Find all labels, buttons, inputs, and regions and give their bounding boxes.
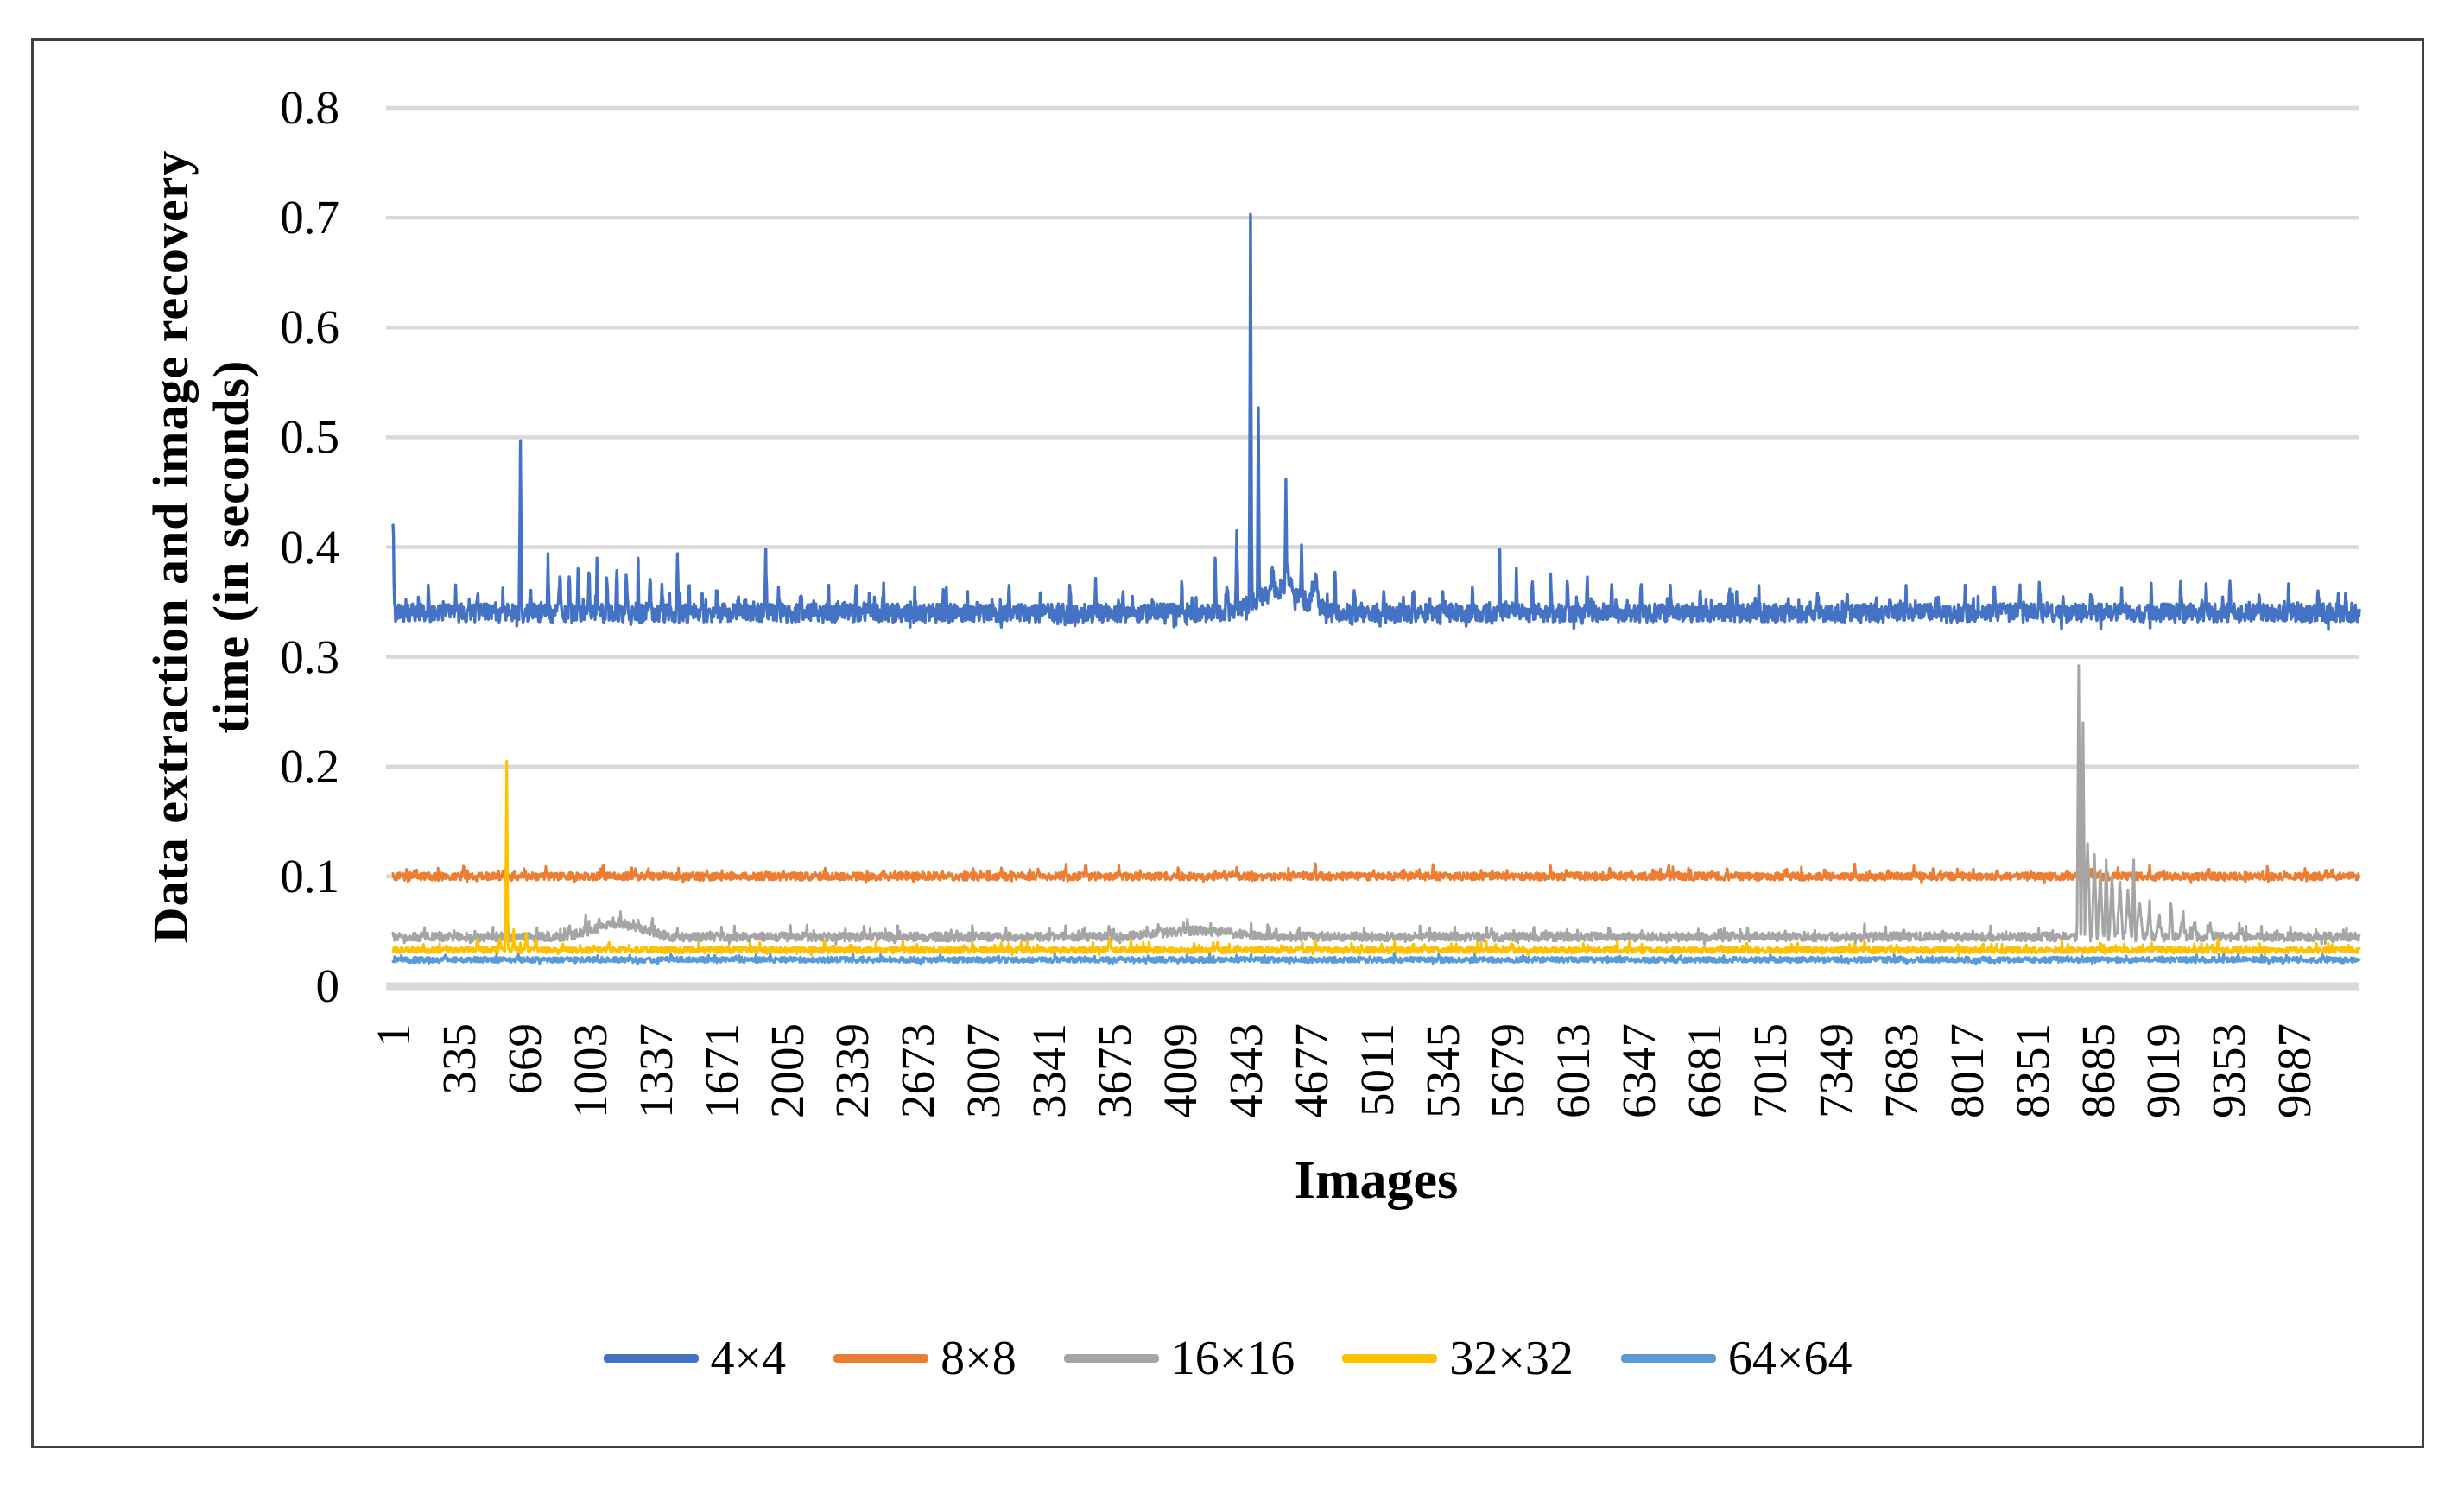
legend-label: 32×32	[1449, 1332, 1574, 1385]
x-tick-label: 335	[433, 1023, 485, 1095]
y-tick-label: 0.4	[280, 520, 339, 573]
x-tick-label: 6681	[1678, 1023, 1732, 1118]
series-line-16x16	[391, 664, 2361, 946]
series-line-32x32	[391, 759, 2361, 957]
legend-line-swatch	[603, 1354, 699, 1363]
x-tick-label: 7015	[1744, 1023, 1796, 1118]
legend-label: 8×8	[941, 1332, 1017, 1385]
x-tick-label: 3341	[1023, 1023, 1076, 1118]
y-tick-label: 0.1	[280, 849, 339, 902]
x-tick-label: 1003	[563, 1023, 617, 1118]
x-tick-label: 8685	[2071, 1023, 2125, 1118]
legend-line-swatch	[1342, 1354, 1438, 1363]
x-tick-label: 4677	[1284, 1023, 1338, 1118]
legend-line-swatch	[1063, 1354, 1159, 1363]
legend-item-16x16: 16×16	[1063, 1331, 1295, 1386]
y-tick-label: 0.2	[280, 739, 339, 793]
x-tick-label: 9687	[2268, 1023, 2321, 1118]
y-tick-label: 0.3	[280, 630, 339, 683]
legend-label: 4×4	[710, 1332, 787, 1385]
legend-item-8x8: 8×8	[833, 1331, 1017, 1386]
x-axis-title: Images	[1294, 1151, 1459, 1210]
x-tick-label: 8351	[2005, 1023, 2059, 1118]
x-tick-label: 6013	[1547, 1023, 1600, 1118]
y-tick-label: 0.8	[280, 81, 339, 134]
legend-item-64x64: 64×64	[1620, 1331, 1853, 1386]
x-tick-label: 7683	[1874, 1023, 1928, 1118]
x-tick-label: 9353	[2202, 1023, 2256, 1118]
y-tick-label: 0.6	[280, 301, 339, 354]
x-tick-label: 3007	[957, 1023, 1010, 1118]
legend-label: 64×64	[1727, 1332, 1853, 1385]
legend: 4×4 8×8 16×16 32×32 64×64	[31, 1331, 2424, 1386]
x-tick-label: 5345	[1416, 1023, 1469, 1118]
x-tick-label: 669	[497, 1023, 551, 1095]
y-tick-label: 0	[315, 959, 340, 1012]
x-tick-label: 1	[367, 1023, 421, 1048]
y-tick-label: 0.5	[280, 410, 339, 464]
x-tick-label: 9019	[2137, 1023, 2190, 1118]
x-tick-label: 8017	[1940, 1023, 1993, 1118]
x-tick-label: 6347	[1612, 1023, 1666, 1118]
legend-line-swatch	[1620, 1354, 1716, 1363]
x-tick-label: 4343	[1219, 1023, 1272, 1118]
y-tick-label: 0.7	[280, 191, 339, 244]
y-axis-title-line1: Data extraction and image recovery	[143, 149, 199, 944]
legend-item-4x4: 4×4	[603, 1331, 787, 1386]
legend-label: 16×16	[1170, 1332, 1295, 1385]
x-tick-label: 5011	[1350, 1023, 1403, 1117]
x-tick-label: 1671	[694, 1023, 748, 1118]
series-line-4x4	[391, 212, 2361, 631]
legend-line-swatch	[833, 1354, 929, 1363]
chart-border	[31, 38, 2424, 1448]
x-tick-label: 2339	[826, 1023, 879, 1118]
x-tick-label: 7349	[1808, 1023, 1862, 1118]
x-tick-label: 3675	[1088, 1023, 1141, 1118]
series-line-64x64	[391, 952, 2361, 966]
x-tick-label: 5679	[1481, 1023, 1535, 1118]
series-line-8x8	[391, 862, 2361, 885]
x-tick-label: 4009	[1153, 1023, 1207, 1118]
legend-item-32x32: 32×32	[1342, 1331, 1574, 1386]
x-tick-label: 2005	[760, 1023, 814, 1118]
x-tick-label: 2673	[891, 1023, 945, 1118]
x-tick-label: 1337	[629, 1023, 682, 1118]
